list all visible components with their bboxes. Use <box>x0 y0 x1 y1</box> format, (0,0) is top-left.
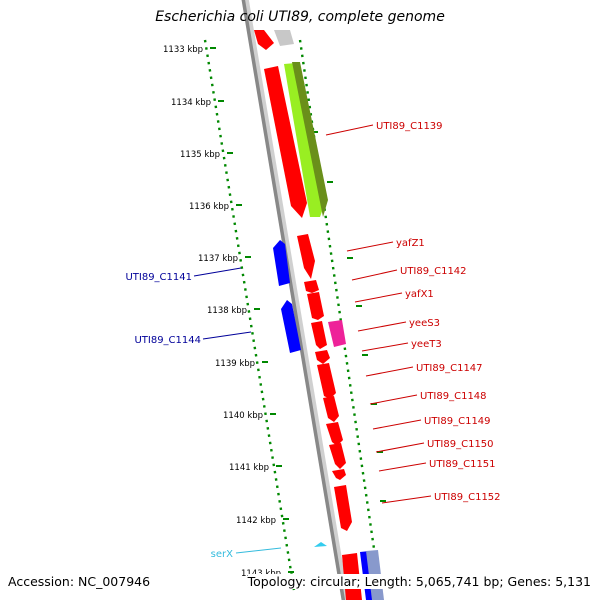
reverse-cds-block-uti89-c1141 <box>273 240 290 286</box>
label-leader-line <box>346 241 394 252</box>
label-leader-line <box>354 292 403 303</box>
feature-labels: UTI89_C1139 yafZ1 UTI89_C1142 yafX1 yeeS3 yee… <box>125 121 500 560</box>
label-leader-line <box>381 495 432 504</box>
cds-label: yeeT3 <box>411 339 442 350</box>
kbp-tick-label: 1138 kbp <box>207 306 247 316</box>
cds-block-uti89-c1142 <box>304 280 319 293</box>
label-leader-line <box>193 267 242 277</box>
cds-block-uti89-c1150 <box>329 443 346 469</box>
label-leader-line <box>325 124 374 136</box>
label-leader-line <box>202 331 252 340</box>
kbp-tick-label: 1140 kbp <box>223 411 263 421</box>
reverse-cds-label: UTI89_C1144 <box>134 335 201 346</box>
cds-label: UTI89_C1152 <box>434 492 501 503</box>
cds-block-yafx1 <box>307 292 324 320</box>
cds-block-gray <box>274 30 294 46</box>
label-leader-line <box>235 547 282 554</box>
kbp-tick-label: 1135 kbp <box>180 150 220 160</box>
cds-block-yafz1 <box>297 234 315 279</box>
label-leader-line <box>369 394 418 405</box>
cds-block-uti89-c1148 <box>323 396 339 422</box>
kbp-tick-label: 1142 kbp <box>236 516 276 526</box>
kbp-tick-label: 1136 kbp <box>189 202 229 212</box>
cds-label: UTI89_C1148 <box>420 391 487 402</box>
backbone-shadow <box>241 0 349 600</box>
cds-block-uti89-c1139 <box>264 66 307 218</box>
label-leader-line <box>361 342 409 352</box>
cds-block-uti89-c1147 <box>317 363 336 399</box>
cds-label: yafZ1 <box>396 238 425 249</box>
label-leader-line <box>375 442 425 453</box>
cds-label: UTI89_C1150 <box>427 439 494 450</box>
label-leader-line <box>378 462 427 472</box>
trna-block-serx <box>314 542 327 547</box>
genome-summary-text: Topology: circular; Length: 5,065,741 bp… <box>247 574 591 589</box>
kbp-tick-label: 1133 kbp <box>163 45 203 55</box>
homology-block-shade <box>292 62 328 217</box>
label-leader-line <box>351 269 398 281</box>
kbp-tick-label: 1137 kbp <box>198 254 238 264</box>
map-title: Escherichia coli UTI89, complete genome <box>155 9 445 25</box>
trna-label: serX <box>211 549 233 560</box>
label-leader-line <box>372 419 422 430</box>
cds-label: UTI89_C1147 <box>416 363 483 374</box>
cds-label: UTI89_C1139 <box>376 121 443 132</box>
cds-block-yeet3 <box>315 350 330 364</box>
cds-block-uti89-c1152 <box>334 485 352 531</box>
kbp-ruler: 1133 kbp 1134 kbp 1135 kbp 1136 kbp 1137 kbp… <box>163 45 386 579</box>
cds-block-uti89-c1151 <box>332 469 346 480</box>
kbp-tick-label: 1134 kbp <box>171 98 211 108</box>
kbp-tick-label: 1141 kbp <box>229 463 269 473</box>
cds-label: yeeS3 <box>409 318 440 329</box>
label-leader-line <box>357 321 407 332</box>
cds-block-yees3 <box>311 321 327 349</box>
cds-block <box>254 30 274 50</box>
cds-label: UTI89_C1151 <box>429 459 496 470</box>
genome-backbone <box>241 0 349 600</box>
accession-text: Accession: NC_007946 <box>8 574 151 589</box>
label-leaders <box>193 124 432 554</box>
label-leader-line <box>365 366 414 377</box>
reverse-cds-label: UTI89_C1141 <box>125 272 192 283</box>
cds-label: yafX1 <box>405 289 434 300</box>
kbp-tick-label: 1139 kbp <box>215 359 255 369</box>
cds-block-uti89-c1149 <box>326 422 343 446</box>
cds-label: UTI89_C1149 <box>424 416 491 427</box>
ncrna-block <box>328 320 346 347</box>
reverse-cds-block-uti89-c1144 <box>281 300 301 353</box>
backbone-line <box>241 0 346 600</box>
feature-track <box>254 30 384 600</box>
cds-label: UTI89_C1142 <box>400 266 467 277</box>
